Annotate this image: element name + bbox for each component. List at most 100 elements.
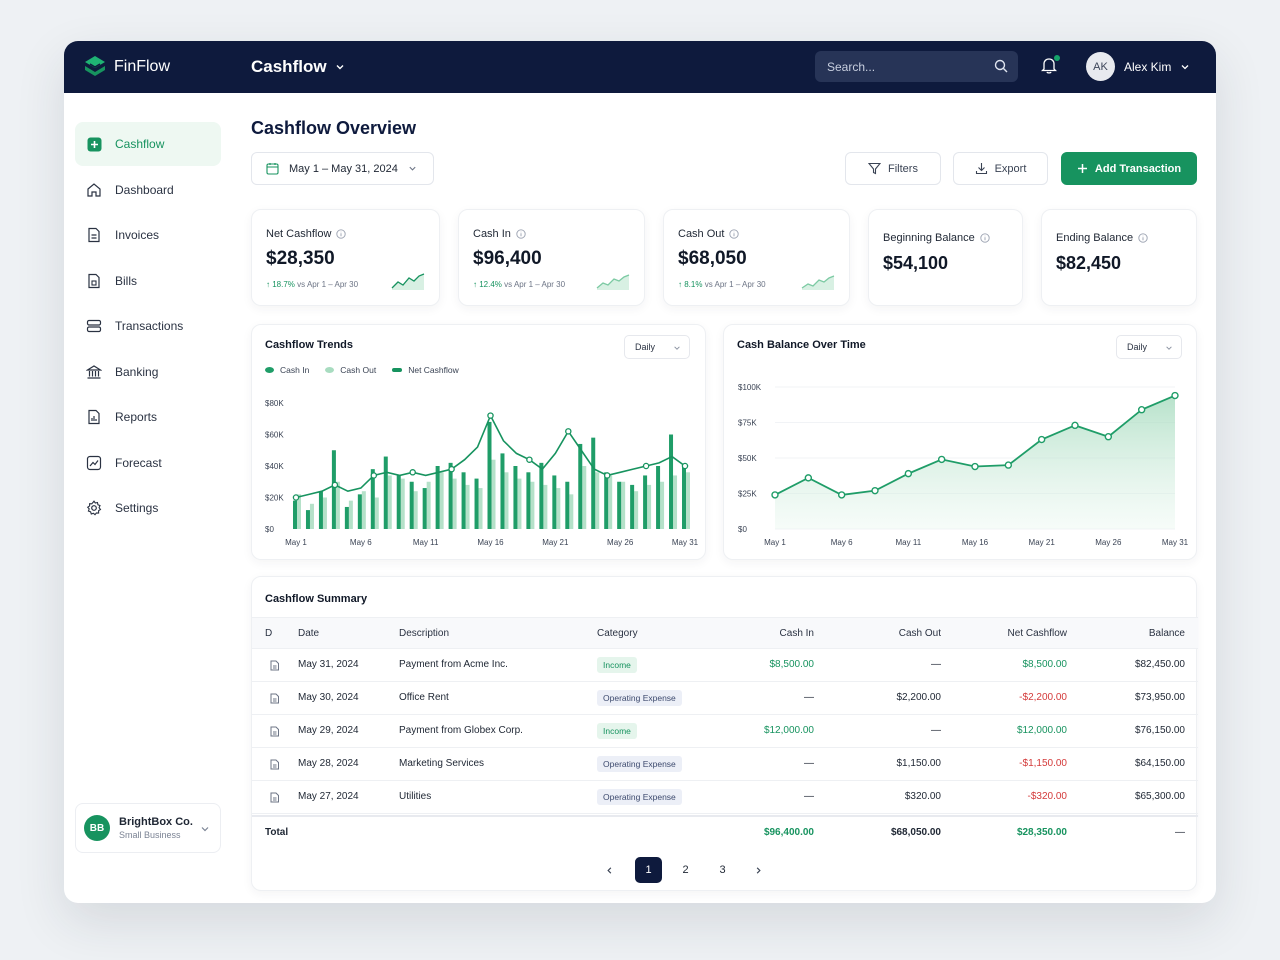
notifications-button[interactable] (1040, 55, 1060, 79)
balance-point (837, 491, 846, 499)
filters-button[interactable]: Filters (845, 152, 941, 185)
cash-in-bar (435, 466, 440, 529)
table-row[interactable]: May 28, 2024 Marketing Services Operating … (252, 748, 1198, 781)
document-icon[interactable] (269, 726, 280, 737)
table-row[interactable]: May 29, 2024 Payment from Globex Corp. Inc… (252, 715, 1198, 748)
info-icon[interactable] (729, 229, 740, 239)
calendar-icon (266, 163, 279, 175)
next-page-button[interactable] (745, 857, 772, 883)
cash-out-column-header[interactable]: Cash Out (898, 628, 941, 639)
cash-out-bar (374, 497, 379, 529)
organization-switcher[interactable]: BB BrightBox Co. Small Business (75, 803, 221, 853)
net-cashflow-point (603, 472, 611, 479)
sidebar-item-cashflow[interactable]: Cashflow (75, 122, 221, 166)
page-1-button[interactable]: 1 (635, 857, 662, 883)
legend-item[interactable]: Cash Out (325, 365, 376, 375)
page-2-button[interactable]: 2 (682, 864, 689, 876)
x-tick-label: May 31 (1162, 538, 1189, 547)
net-cashflow-point (409, 469, 416, 476)
search-input[interactable] (827, 59, 987, 74)
select-column-header[interactable]: D (265, 628, 273, 639)
document-icon[interactable] (269, 660, 280, 671)
user-menu[interactable]: AK Alex Kim (1086, 52, 1190, 81)
cash-in-bar (500, 453, 505, 529)
balance-period-dropdown[interactable]: Daily (1116, 335, 1182, 359)
x-tick-label: May 1 (764, 538, 786, 547)
date-column-header[interactable]: Date (298, 628, 320, 639)
cash-out-bar (400, 478, 405, 529)
document-icon[interactable] (269, 759, 280, 770)
sidebar-item-banking[interactable]: Banking (75, 350, 221, 394)
filters-label: Filters (888, 162, 918, 175)
kpi-delta-pct: 18.7% (272, 280, 295, 289)
document-icon[interactable] (269, 792, 280, 803)
net-cashflow-point (448, 465, 455, 473)
add-transaction-button[interactable]: Add Transaction (1061, 152, 1197, 185)
add-transaction-label: Add Transaction (1094, 162, 1182, 175)
row-description: Payment from Globex Corp. (399, 725, 523, 736)
page-3-button[interactable]: 3 (719, 864, 726, 876)
prev-page-button[interactable] (596, 857, 623, 883)
kpi-value: $28,350 (266, 248, 335, 269)
kpi-value: $68,050 (678, 248, 747, 269)
info-icon[interactable] (1138, 233, 1148, 243)
kpi-ending-balance: Ending Balance $82,450 (1041, 209, 1197, 306)
legend-label: Cash Out (340, 365, 377, 375)
cash-out-bar (543, 484, 548, 529)
chart-title: Cash Balance Over Time (737, 339, 866, 351)
cash-in-column-header[interactable]: Cash In (779, 628, 814, 639)
chevron-down-icon (409, 166, 416, 171)
cash-out-bar (608, 475, 613, 529)
category-column-header[interactable]: Category (597, 628, 638, 639)
info-icon[interactable] (516, 229, 526, 239)
cash-out-bar (452, 478, 457, 529)
sidebar-item-label: Transactions (115, 319, 184, 333)
sidebar-item-bills[interactable]: Bills (75, 259, 221, 303)
sidebar-item-forecast[interactable]: Forecast (75, 441, 221, 485)
cash-in-bar (513, 466, 518, 529)
y-tick-label: $0 (265, 525, 274, 534)
sidebar-item-reports[interactable]: Reports (75, 395, 221, 439)
table-row[interactable]: May 27, 2024 Utilities Operating Expense — $… (252, 781, 1198, 814)
table-row[interactable]: May 31, 2024 Payment from Acme Inc. Income… (252, 649, 1198, 682)
date-range-picker[interactable]: May 1 – May 31, 2024 (251, 152, 434, 185)
row-cash-out: — (931, 725, 941, 736)
category-badge: Operating Expense (597, 690, 682, 706)
cash-out-bar (361, 491, 366, 529)
app-name: FinFlow (114, 58, 171, 75)
row-cash-out: $320.00 (904, 791, 941, 802)
export-button[interactable]: Export (953, 152, 1048, 185)
kpi-compare: vs Apr 1 – Apr 30 (297, 280, 359, 289)
table-row[interactable]: May 30, 2024 Office Rent Operating Expense… (252, 682, 1198, 715)
cash-in-bar (422, 488, 427, 529)
kpi-net-cashflow: Net Cashflow $28,350 ↑ 18.7% vs Apr 1 – … (251, 209, 440, 306)
cash-in-bar (565, 481, 570, 529)
description-column-header[interactable]: Description (399, 628, 450, 639)
cash-in-bar (604, 472, 609, 529)
legend-item[interactable]: Net Cashflow (392, 365, 459, 375)
sidebar-item-dashboard[interactable]: Dashboard (75, 168, 221, 212)
row-cash-in: $8,500.00 (769, 659, 815, 670)
info-icon[interactable] (336, 229, 347, 239)
module-switcher[interactable]: Cashflow (251, 57, 345, 77)
kpi-compare: vs Apr 1 – Apr 30 (704, 280, 766, 289)
x-tick-label: May 31 (672, 538, 699, 547)
sidebar-item-invoices[interactable]: Invoices (75, 213, 221, 257)
trends-period-dropdown[interactable]: Daily (624, 335, 690, 359)
cash-out-bar (582, 466, 587, 529)
cash-out-bar (322, 497, 327, 529)
total-cash-out: $68,050.00 (890, 827, 941, 838)
cash-in-bar (643, 475, 648, 529)
balance-column-header[interactable]: Balance (1148, 628, 1185, 639)
logo[interactable]: FinFlow (84, 55, 170, 79)
dropdown-value: Daily (1127, 342, 1148, 352)
kpi-delta: ↑ 8.1% vs Apr 1 – Apr 30 (678, 280, 766, 289)
info-icon[interactable] (980, 233, 990, 243)
document-icon[interactable] (269, 693, 280, 704)
sparkline-icon (596, 274, 630, 290)
net-cashflow-column-header[interactable]: Net Cashflow (1007, 628, 1067, 639)
search-icon[interactable] (994, 59, 1008, 73)
sidebar-item-transactions[interactable]: Transactions (75, 304, 221, 348)
sidebar-item-settings[interactable]: Settings (75, 486, 221, 530)
legend-item[interactable]: Cash In (265, 365, 309, 375)
